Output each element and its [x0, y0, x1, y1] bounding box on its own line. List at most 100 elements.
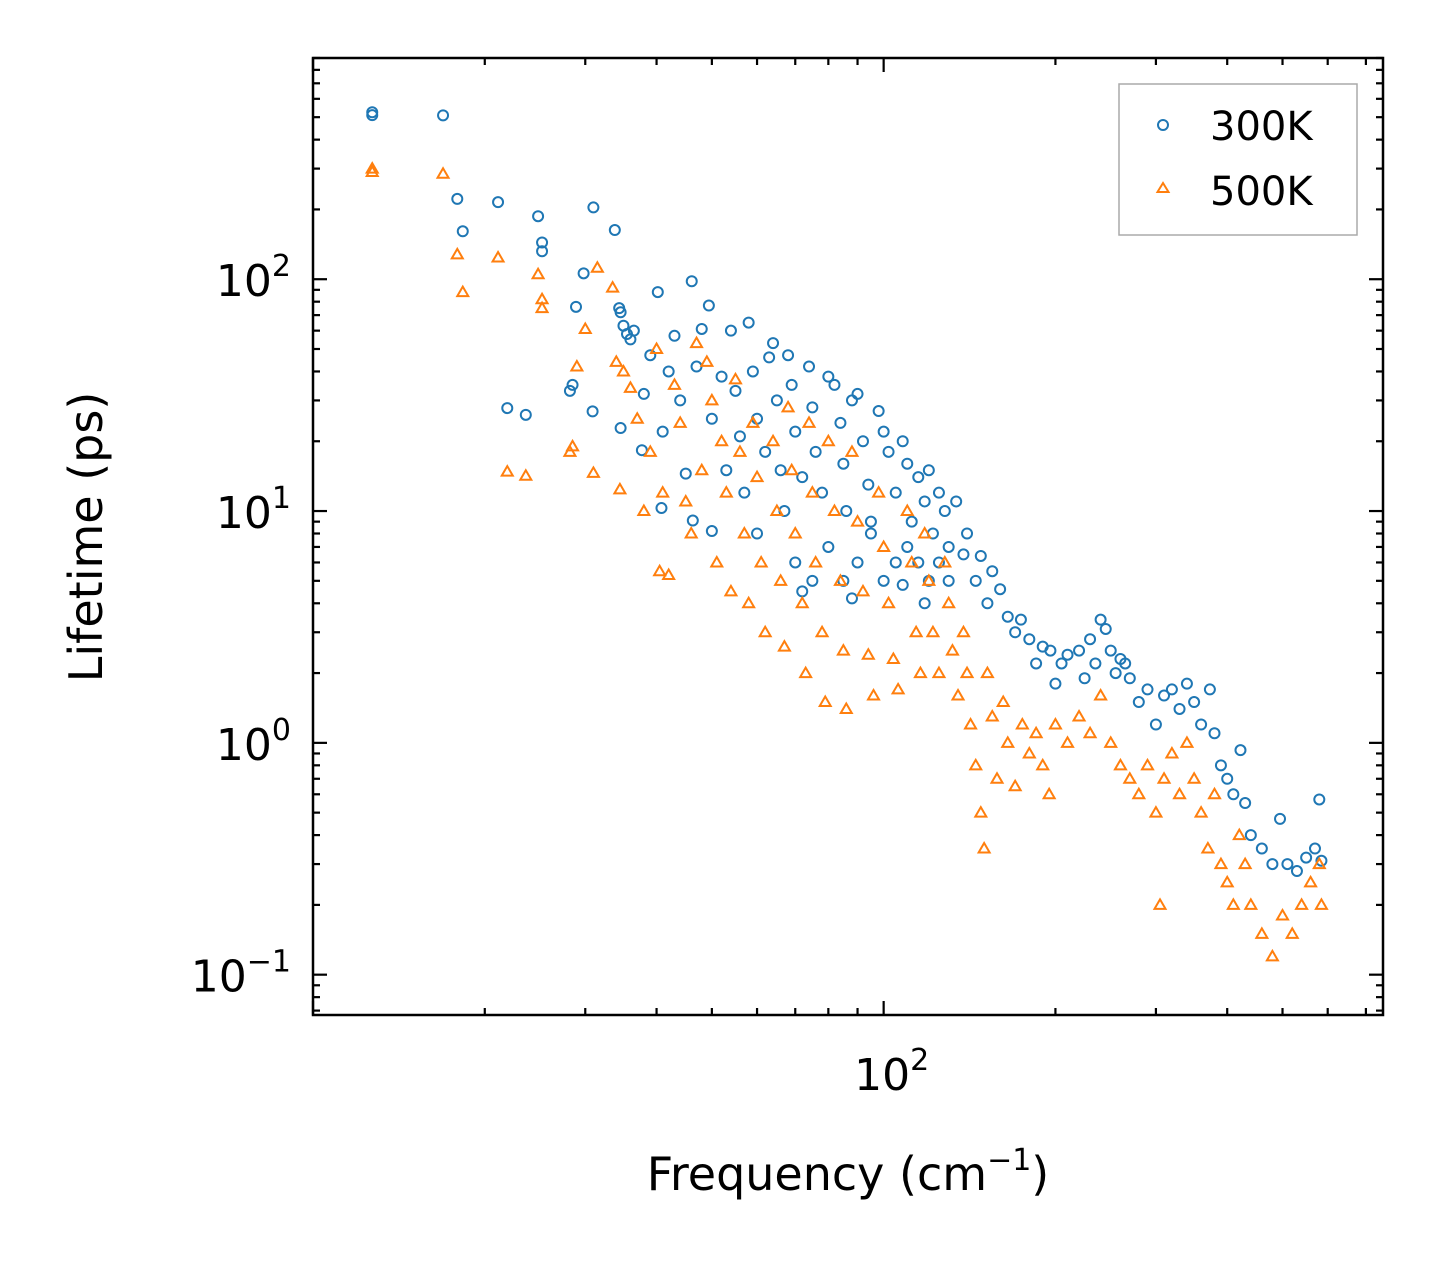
point-500K — [1028, 725, 1044, 739]
point-300K — [889, 556, 902, 569]
point-300K — [733, 430, 746, 443]
point-300K — [896, 578, 909, 591]
point-500K — [959, 665, 975, 679]
point-500K — [788, 526, 803, 539]
point-300K — [1149, 718, 1162, 731]
point-300K — [1234, 744, 1247, 757]
point-500K — [989, 771, 1005, 784]
point-500K — [1172, 786, 1187, 800]
point-500K — [855, 583, 871, 597]
point-500K — [753, 554, 769, 568]
point-500K — [643, 444, 658, 457]
point-300K — [918, 495, 931, 508]
point-500K — [1007, 778, 1023, 792]
point-300K — [492, 196, 505, 209]
point-300K — [822, 540, 835, 553]
point-500K — [578, 321, 593, 334]
point-500K — [1022, 745, 1037, 759]
point-300K — [957, 548, 970, 561]
point-300K — [950, 495, 963, 508]
tick-labels: 102 102 101 100 10−1 — [191, 249, 929, 1101]
point-500K — [1219, 874, 1235, 888]
y-tick-label: 102 — [216, 249, 291, 307]
legend-label-300k: 300K — [1210, 104, 1314, 150]
point-300K — [828, 378, 841, 391]
point-500K — [1275, 908, 1290, 921]
point-300K — [1239, 797, 1252, 810]
point-300K — [767, 337, 780, 350]
point-300K — [806, 574, 819, 587]
point-300K — [451, 192, 464, 205]
point-500K — [821, 433, 836, 447]
point-300K — [1266, 858, 1279, 871]
point-500K — [876, 539, 891, 552]
point-300K — [1123, 672, 1136, 685]
point-500K — [921, 573, 937, 586]
point-500K — [1193, 805, 1209, 818]
y-axis-label: Lifetime (ps) — [59, 392, 113, 683]
point-500K — [518, 468, 534, 481]
point-500K — [1312, 856, 1327, 870]
point-500K — [900, 503, 915, 517]
point-300K — [816, 486, 829, 499]
point-500K — [795, 595, 810, 609]
point-300K — [724, 324, 737, 337]
point-500K — [913, 665, 928, 679]
point-500K — [1186, 771, 1202, 784]
point-500K — [1226, 897, 1241, 910]
point-300K — [1141, 683, 1154, 696]
legend-marker-300k — [1157, 119, 1169, 131]
point-500K — [861, 647, 876, 660]
point-300K — [614, 306, 627, 319]
point-300K — [1099, 622, 1112, 635]
point-500K — [1179, 735, 1195, 748]
point-500K — [773, 573, 788, 586]
legend-marker-500k — [1155, 181, 1171, 193]
point-300K — [1132, 696, 1145, 709]
point-300K — [1255, 842, 1268, 855]
point-300K — [1014, 613, 1027, 626]
point-300K — [789, 556, 802, 569]
point-300K — [905, 515, 918, 528]
point-300K — [1030, 657, 1043, 670]
point-500K — [455, 284, 471, 298]
point-300K — [1009, 626, 1022, 639]
point-500K — [963, 717, 978, 730]
point-300K — [1281, 858, 1294, 871]
point-500K — [534, 300, 550, 314]
point-500K — [995, 694, 1011, 708]
point-500K — [931, 665, 947, 679]
point-300K — [742, 316, 755, 329]
point-300K — [986, 565, 999, 578]
point-300K — [1049, 677, 1062, 690]
point-300K — [1158, 689, 1171, 702]
point-500K — [904, 554, 919, 568]
point-500K — [365, 161, 380, 174]
point-500K — [530, 266, 546, 280]
point-300K — [796, 585, 809, 598]
y-tick-label: 101 — [216, 481, 291, 539]
point-300K — [1274, 812, 1287, 825]
point-300K — [644, 349, 657, 362]
point-500K — [683, 526, 699, 539]
point-300K — [912, 471, 925, 484]
point-500K — [844, 444, 860, 457]
point-500K — [827, 503, 842, 517]
point-500K — [616, 363, 631, 377]
point-300K — [932, 486, 945, 499]
point-500K — [450, 246, 465, 260]
point-300K — [1214, 759, 1227, 772]
point-500K — [569, 359, 585, 372]
point-500K — [1048, 717, 1063, 730]
point-300K — [1290, 865, 1303, 878]
point-300K — [746, 365, 759, 378]
point-500K — [784, 462, 799, 476]
point-300K — [627, 324, 640, 337]
point-300K — [456, 225, 469, 238]
point-500K — [1265, 948, 1280, 962]
point-500K — [714, 433, 729, 447]
point-300K — [729, 384, 742, 397]
point-300K — [751, 527, 764, 540]
point-500K — [941, 595, 956, 609]
